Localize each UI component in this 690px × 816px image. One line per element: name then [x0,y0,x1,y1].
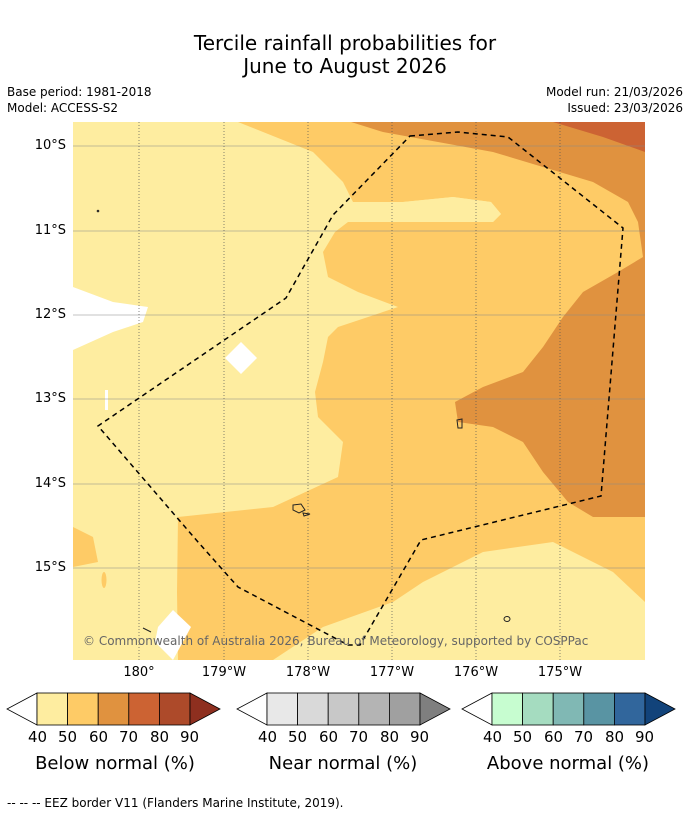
rainfall-probability-map: © Commonwealth of Australia 2026, Bureau… [73,122,645,660]
lon-label-180: 180° [123,665,155,680]
cb-below-tick: 70 [119,728,139,746]
cb-below-tick: 90 [180,728,200,746]
below-normal-50-west-patch [73,527,98,567]
colorbar-cell [266,692,299,726]
eez-border [96,131,624,646]
no-dominant-category-patch-diamond [225,342,257,374]
base-period-label: Base period: 1981-2018 [7,85,152,99]
lat-label-14s: 14°S [34,476,66,491]
cb-near-tick: 80 [380,728,400,746]
island-outline [503,616,511,622]
island-outlines [96,209,511,633]
colorbar-above-normal [461,692,676,726]
colorbar-cell [583,692,615,726]
cb-near-tick: 90 [410,728,430,746]
no-dominant-category-patch-west [73,287,148,350]
cb-above-tick: 70 [574,728,594,746]
below-normal-70-region [553,122,645,152]
colorbar-near-normal-title: Near normal (%) [268,753,418,774]
colorbar-cell [522,692,554,726]
cb-near-tick: 40 [258,728,278,746]
island-outline [96,209,100,213]
below-normal-50-region [177,122,645,660]
lat-label-12s: 12°S [34,307,66,322]
colorbar-cell [128,692,160,726]
lat-label-13s: 13°S [34,391,66,406]
cb-below-tick: 40 [28,728,48,746]
map-title-line2: June to August 2026 [243,54,447,78]
colorbar-above-normal-title: Above normal (%) [486,753,650,774]
colorbar-max-arrow [189,692,221,726]
below-normal-40-south-lobe [273,542,645,660]
cb-near-tick: 70 [349,728,369,746]
model-run-label: Model run: 21/03/2026 [545,85,683,99]
colorbar-min-arrow [236,692,268,726]
cb-below-tick: 60 [89,728,109,746]
colorbar-below-normal [6,692,221,726]
colorbar-cell [158,692,191,726]
lat-label-15s: 15°S [34,560,66,575]
colorbar-cell [67,692,99,726]
lon-label-179w: 179°W [201,665,247,680]
island-outline [292,503,306,514]
island-outline [456,418,463,429]
cb-above-tick: 40 [483,728,503,746]
colorbar-max-arrow [419,692,451,726]
cb-below-tick: 50 [58,728,78,746]
colorbar-cell [327,692,360,726]
island-outline [302,512,311,517]
colorbar-cell [491,692,524,726]
lon-label-176w: 176°W [453,665,499,680]
no-dominant-category-patch-south [155,610,191,660]
lat-label-11s: 11°S [34,223,66,238]
colorbar-max-arrow [644,692,676,726]
cb-above-tick: 90 [635,728,655,746]
cb-near-tick: 60 [319,728,339,746]
colorbar-cell [388,692,421,726]
cb-above-tick: 80 [605,728,625,746]
cb-below-tick: 80 [150,728,170,746]
colorbar-cell [97,692,130,726]
below-normal-60-region [351,122,645,517]
latitude-gridlines [73,145,645,569]
island-outline [142,627,152,633]
colorbar-below-normal-title: Below normal (%) [35,753,195,774]
lon-label-177w: 177°W [369,665,415,680]
colorbar-cell [358,692,390,726]
lon-label-178w: 178°W [285,665,331,680]
cb-near-tick: 50 [288,728,308,746]
lat-label-10s: 10°S [34,138,66,153]
colorbar-near-normal [236,692,451,726]
colorbar-cell [613,692,646,726]
cb-above-tick: 60 [544,728,564,746]
no-dominant-category-sliver [105,390,108,410]
map-title-line1: Tercile rainfall probabilities for [193,31,497,55]
below-normal-60-small-patch [576,404,596,410]
cb-above-tick: 50 [513,728,533,746]
lon-label-175w: 175°W [537,665,583,680]
colorbar-min-arrow [6,692,38,726]
eez-border-legend: -- -- -- EEZ border V11 (Flanders Marine… [7,796,344,810]
below-normal-50-islet-patch [101,572,107,588]
below-normal-40-tongue [343,197,501,222]
colorbar-min-arrow [461,692,493,726]
issued-label: Issued: 23/03/2026 [567,101,683,115]
colorbar-cell [552,692,585,726]
colorbar-cell [36,692,69,726]
colorbar-cell [297,692,329,726]
copyright-notice: © Commonwealth of Australia 2026, Bureau… [83,634,588,648]
model-label: Model: ACCESS-S2 [7,101,119,115]
